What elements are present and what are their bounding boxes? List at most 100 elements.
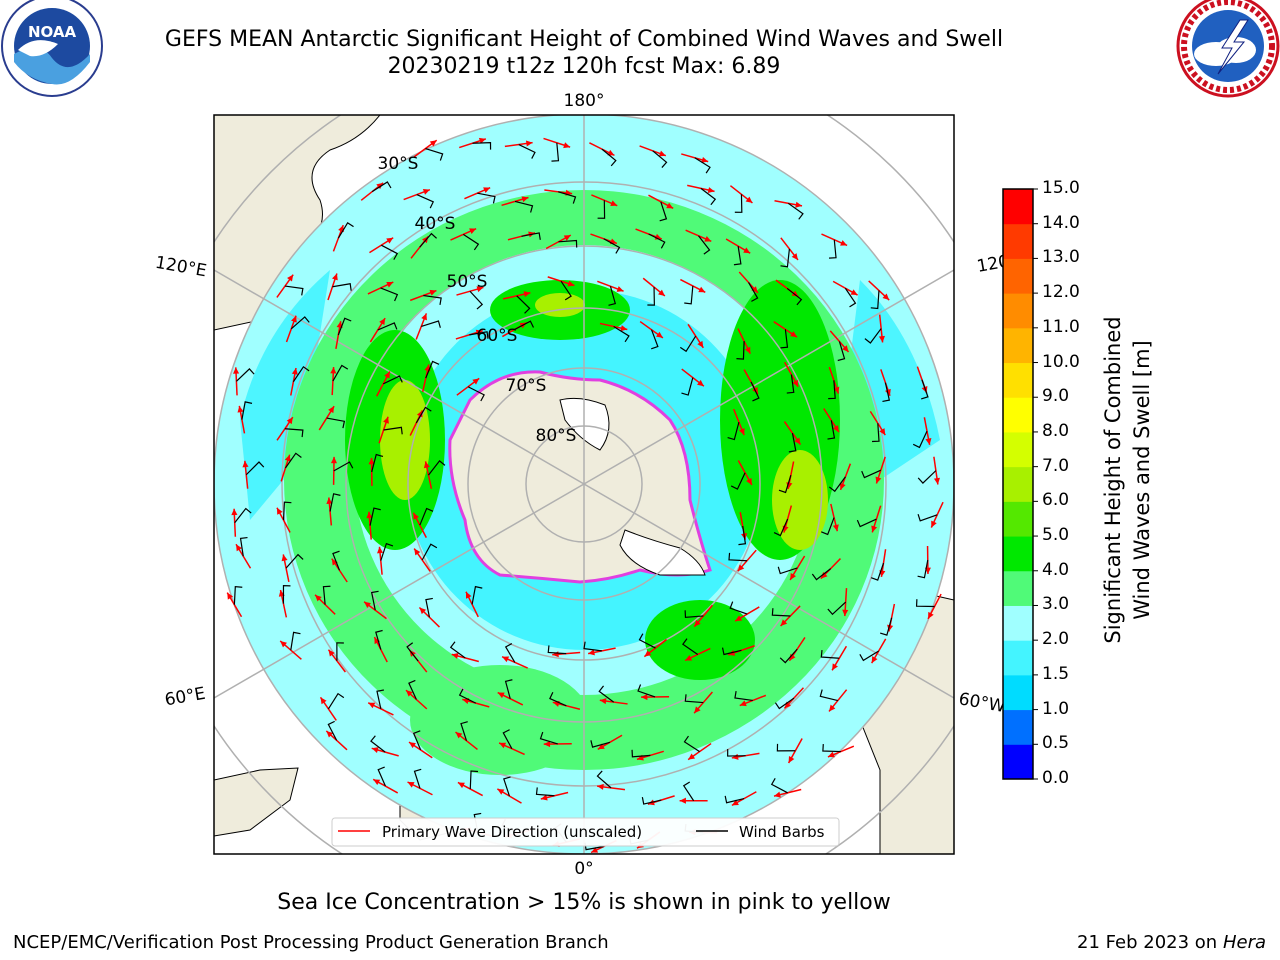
colorbar-segment xyxy=(1003,640,1033,676)
wind-barb xyxy=(284,428,304,438)
wind-barb xyxy=(377,766,387,787)
nws-logo xyxy=(1176,0,1280,98)
wave-arrow-head xyxy=(371,747,379,753)
wave-arrow-head xyxy=(521,196,529,203)
colorbar-tick-label: 8.0 xyxy=(1042,420,1070,441)
wave-arrow-head xyxy=(871,525,878,533)
lon-label-top: 180° xyxy=(564,91,605,111)
wind-barb xyxy=(380,542,394,561)
wind-barb xyxy=(458,688,477,704)
wave-arrow-head xyxy=(472,378,480,385)
wind-barb xyxy=(828,380,836,400)
wave-arrow-head xyxy=(882,293,890,301)
wind-barb xyxy=(828,239,837,259)
wind-barb xyxy=(375,629,383,650)
lon-label-left-lower: 60°E xyxy=(163,684,207,711)
wind-barb xyxy=(648,233,666,249)
latitude-labels: 30°S 40°S 50°S 60°S 70°S 80°S xyxy=(378,154,577,446)
wave-arrow-head xyxy=(794,437,801,445)
wave-arrow-head xyxy=(469,228,477,235)
africa-land xyxy=(214,767,299,837)
lat-label-40: 40°S xyxy=(415,214,456,234)
wind-barb xyxy=(377,322,398,331)
colorbar-tick-label: 11.0 xyxy=(1042,316,1080,337)
wave-arrow-head xyxy=(525,140,533,147)
wave-arrow-head xyxy=(688,753,696,760)
wave-arrow-head xyxy=(620,325,628,332)
wave-arrow-head xyxy=(320,697,327,705)
colorbar-title: Significant Height of Combined Wind Wave… xyxy=(1099,270,1157,690)
wind-barb xyxy=(738,525,747,546)
wave-arrow-head xyxy=(276,507,283,515)
wind-barb xyxy=(549,691,567,707)
wind-barb xyxy=(469,331,489,339)
wave-arrow-head xyxy=(478,137,486,144)
wind-barb xyxy=(428,460,446,476)
wave-arrow-head xyxy=(591,847,599,853)
wave-arrow-head xyxy=(879,428,886,436)
wind-barb xyxy=(336,642,344,661)
wave-arrow-head xyxy=(377,546,384,554)
wind-barb xyxy=(337,317,352,336)
wind-barb xyxy=(460,721,468,741)
wave-arrow-head xyxy=(707,187,715,194)
wind-barb xyxy=(697,235,711,255)
wind-barb xyxy=(700,187,717,206)
colorbar-tick-label: 6.0 xyxy=(1042,490,1070,511)
wind-barb xyxy=(462,233,480,251)
wind-barb xyxy=(370,590,379,611)
wind-barb xyxy=(408,679,417,700)
wave-arrow-head xyxy=(291,367,298,375)
wave-arrow-head xyxy=(227,592,234,600)
colorbar-tick-label: 1.5 xyxy=(1042,663,1070,684)
wind-barb xyxy=(284,452,302,469)
colorbar-segment xyxy=(1003,744,1033,780)
wave-arrow-head xyxy=(820,571,828,579)
wind-barb xyxy=(371,453,384,473)
lat-label-70: 70°S xyxy=(506,376,547,396)
wave-arrow-head xyxy=(330,456,338,464)
wave-arrow-head xyxy=(832,425,839,433)
legend-wave-label: Primary Wave Direction (unscaled) xyxy=(382,823,642,841)
wind-barb xyxy=(425,148,444,161)
colorbar-tick-label: 12.0 xyxy=(1042,282,1080,303)
wave-arrow-head xyxy=(679,797,686,804)
wind-barb xyxy=(647,287,655,306)
wind-barb xyxy=(882,382,891,403)
wind-barb xyxy=(821,517,835,536)
wave-arrow-head xyxy=(421,313,427,321)
wind-barb xyxy=(811,568,832,581)
wind-barb xyxy=(406,642,419,662)
wind-barb xyxy=(779,648,798,664)
wave-arrow-head xyxy=(745,196,753,203)
wave-arrow-head xyxy=(791,253,798,260)
wave-arrow-head xyxy=(588,649,595,656)
wave-arrow-head xyxy=(616,286,624,292)
wave-arrow-head xyxy=(698,286,706,293)
wave-arrow-head xyxy=(483,187,491,193)
wave-arrow-head xyxy=(236,544,242,552)
credit-text: NCEP/EMC/Verification Post Processing Pr… xyxy=(13,932,609,953)
wind-barb xyxy=(412,730,422,751)
wave-arrow-head xyxy=(413,512,419,520)
lon-label-bottom: 0° xyxy=(574,859,593,879)
wind-barb xyxy=(638,633,656,649)
wave-arrow-head xyxy=(735,615,743,622)
wind-barb xyxy=(921,379,929,400)
wind-barb xyxy=(504,679,513,699)
wave-arrow-head xyxy=(331,558,338,566)
wave-arrow-head xyxy=(315,594,322,602)
wind-barb xyxy=(694,157,711,174)
wind-barb xyxy=(650,329,659,350)
wave-arrow-head xyxy=(328,649,335,657)
wind-barb xyxy=(776,743,796,752)
colorbar-segment xyxy=(1003,293,1033,329)
wave-arrow-head xyxy=(364,601,371,608)
wind-barb xyxy=(290,316,310,330)
wave-arrow-head xyxy=(731,799,739,806)
wind-barb xyxy=(777,566,798,575)
wind-barb xyxy=(419,507,434,526)
wind-barb xyxy=(827,601,847,616)
wind-barb xyxy=(425,597,433,618)
wave-arrow-head xyxy=(455,732,463,739)
